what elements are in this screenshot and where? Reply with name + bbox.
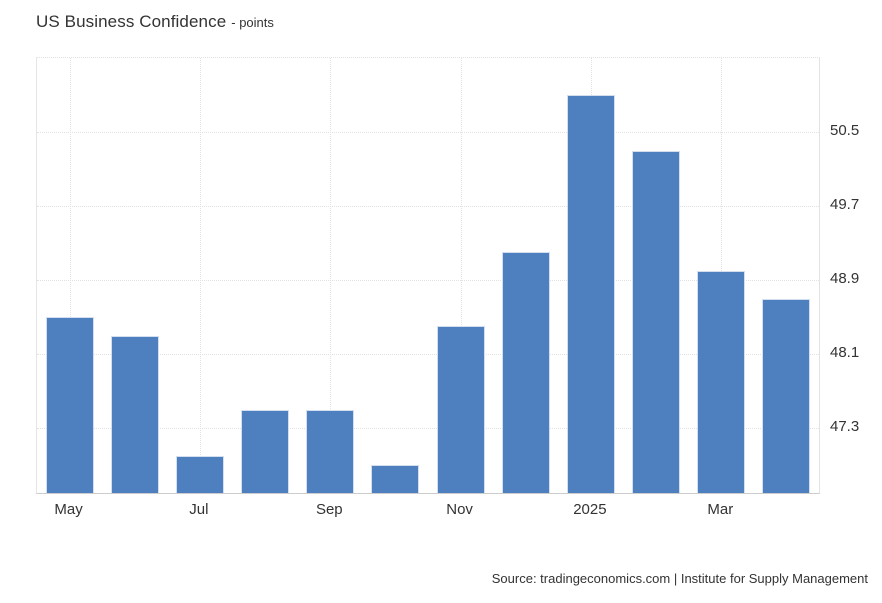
x-axis-label: Nov <box>446 501 473 518</box>
gridline-horizontal <box>37 206 819 208</box>
x-axis-label: Sep <box>315 501 343 518</box>
bar-aug[interactable] <box>241 409 290 493</box>
gridline-horizontal <box>37 428 819 430</box>
gridline-vertical <box>69 58 71 493</box>
chart-header: US Business Confidence - points <box>36 12 274 32</box>
bar-dec[interactable] <box>501 252 550 493</box>
x-axis-label: 2025 <box>573 501 607 518</box>
bar-mar[interactable] <box>697 270 746 493</box>
plot-area <box>36 57 820 494</box>
x-axis-label: May <box>54 501 83 518</box>
bar-oct[interactable] <box>371 465 420 493</box>
bar-jul[interactable] <box>175 456 224 493</box>
bar-feb[interactable] <box>632 150 681 493</box>
y-axis-label: 49.7 <box>830 196 860 214</box>
bar-may[interactable] <box>45 317 94 493</box>
bar-jan[interactable] <box>566 95 615 493</box>
gridline-vertical <box>199 58 201 493</box>
y-axis-label: 48.9 <box>830 270 860 288</box>
source-text: Source: tradingeconomics.com | Institute… <box>491 571 868 586</box>
bar-apr[interactable] <box>762 298 811 493</box>
chart-unit-label: - points <box>231 15 274 30</box>
x-axis-label: Mar <box>707 501 734 518</box>
chart-title: US Business Confidence <box>36 12 227 31</box>
gridline-horizontal <box>37 280 819 282</box>
bar-nov[interactable] <box>436 326 485 493</box>
gridline-horizontal <box>37 132 819 133</box>
gridline-vertical <box>460 58 462 493</box>
y-axis-label: 48.1 <box>830 344 860 362</box>
gridline-horizontal <box>37 354 819 356</box>
y-axis-label: 47.3 <box>830 418 860 436</box>
bar-jun[interactable] <box>110 335 159 493</box>
gridline-vertical <box>330 58 332 493</box>
bar-sep[interactable] <box>306 409 355 493</box>
x-axis-label: Jul <box>189 501 209 518</box>
y-axis-label: 50.5 <box>830 122 860 139</box>
